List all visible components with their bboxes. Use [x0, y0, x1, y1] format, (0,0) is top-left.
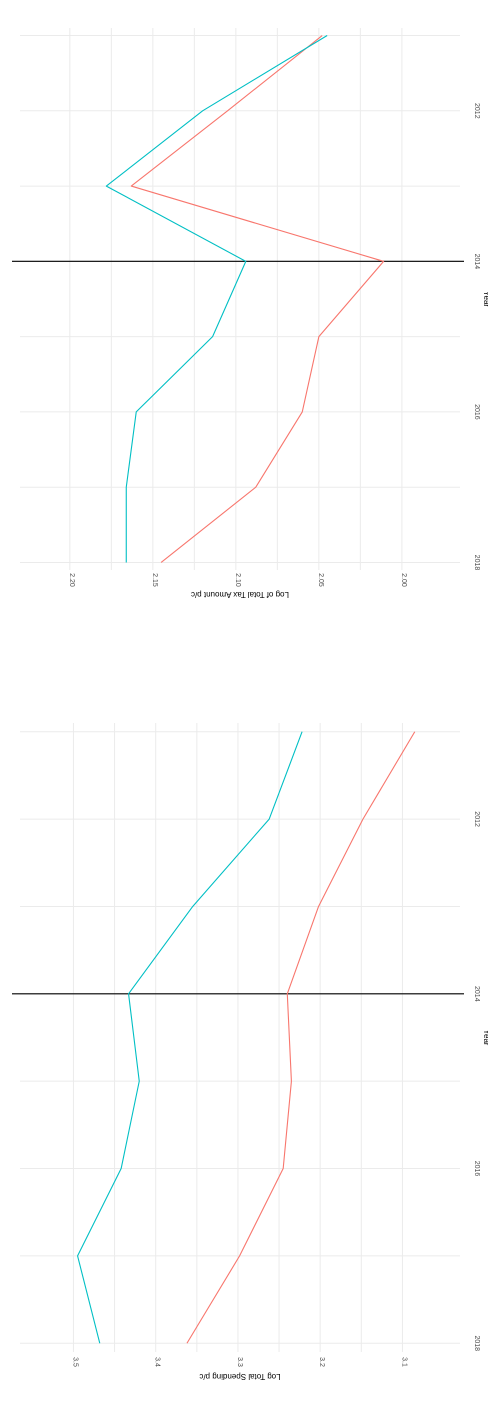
- x-tick-label: 2016: [473, 404, 480, 420]
- y-tick-label: 2.00: [400, 573, 407, 587]
- y-tick-label: 2.20: [68, 573, 75, 587]
- y-axis-title: Log Total Spending p/c: [199, 1372, 280, 1381]
- y-tick-label: 2.10: [234, 573, 241, 587]
- x-tick-label: 2014: [473, 986, 480, 1002]
- y-axis-title: Log of Total Tax Amount p/c: [191, 590, 289, 599]
- x-axis-title: Year: [482, 1029, 488, 1046]
- series-line-2: [77, 731, 303, 1344]
- x-axis-title: Year: [482, 291, 488, 308]
- y-tick-label: 3.5: [71, 1357, 78, 1367]
- x-tick-label: 2016: [473, 1161, 480, 1177]
- chart-panel-1: 2012 2014 2016 2018 2.00 2.05 2.10 2.15 2.20 Year…: [12, 28, 488, 599]
- series-line-1: [130, 35, 385, 563]
- y-tick-label: 3.3: [236, 1357, 243, 1367]
- x-tick-label: 2018: [473, 1335, 480, 1351]
- y-tick-label: 3.4: [154, 1357, 161, 1367]
- x-tick-label: 2012: [473, 811, 480, 827]
- x-tick-label: 2014: [473, 254, 480, 270]
- x-tick-label: 2018: [473, 555, 480, 571]
- x-tick-label: 2012: [473, 103, 480, 119]
- y-tick-label: 2.15: [151, 573, 158, 587]
- y-tick-label: 2.05: [317, 573, 324, 587]
- series-line-2: [105, 35, 328, 563]
- series-line-1: [186, 731, 416, 1344]
- chart-panel-2: 2012 2014 2016 2018 3.1 3.2 3.3 3.4 3.5 Year Log T…: [12, 723, 488, 1381]
- y-tick-label: 3.2: [318, 1357, 325, 1367]
- y-tick-label: 3.1: [400, 1357, 407, 1367]
